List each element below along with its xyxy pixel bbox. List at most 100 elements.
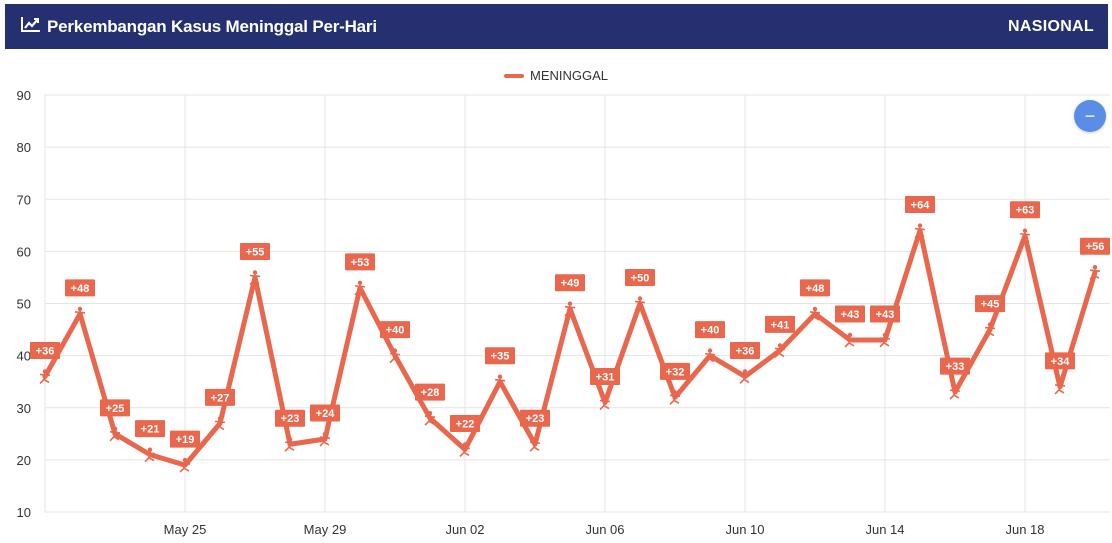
marker-body [144,451,156,463]
data-label-box [240,242,270,260]
data-label: +63 [1010,201,1040,219]
data-label-text: +28 [421,387,440,399]
data-label-box [100,399,130,417]
marker-head [847,332,853,338]
marker-head [392,348,398,353]
data-label-text: +36 [36,345,55,357]
data-label-text: +48 [71,283,90,295]
data-label-box [310,404,340,422]
marker-body [564,305,576,317]
data-label-text: +45 [981,299,1000,311]
x-tick-label: May 29 [304,522,347,537]
data-point-marker [144,447,156,463]
data-label: +27 [205,388,235,406]
marker-body [984,326,996,338]
data-label: +33 [940,357,970,375]
marker-body [179,461,191,473]
data-point-marker [634,296,646,312]
data-point-marker [249,270,261,286]
data-label-box [975,295,1005,313]
marker-body [459,446,471,458]
marker-body [249,274,261,286]
marker-head [812,306,818,312]
x-tick-label: Jun 18 [1005,522,1044,537]
data-label-box [1080,237,1110,255]
data-label-text: +21 [141,424,160,436]
data-label: +21 [135,420,165,438]
marker-head [672,390,678,395]
data-point-marker [809,306,821,322]
data-labels: +36 +48 +25 +21 +19 +27 +55 +23 +24 +53 +40 +28 +22 +… [30,196,1110,448]
marker-head [322,431,328,437]
data-label-text: +31 [596,372,615,384]
data-label-text: +23 [526,413,545,425]
marker-body [109,430,121,442]
marker-head [777,343,783,348]
x-tick-label: Jun 06 [585,522,624,537]
data-label-text: +41 [771,319,790,331]
marker-body [494,378,506,390]
data-label-box [940,357,970,375]
data-label-box [520,409,550,427]
data-label: +48 [65,279,95,297]
data-label-box [345,253,375,271]
data-label: +31 [590,368,620,386]
zoom-out-button[interactable]: − [1074,100,1106,132]
data-point-marker [1019,228,1031,244]
data-label: +64 [905,196,935,214]
y-tick-label: 90 [17,88,31,103]
data-label-text: +64 [911,200,931,212]
data-label-text: +53 [351,257,370,269]
data-label-box [170,430,200,448]
chart-header: Perkembangan Kasus Meninggal Per-Hari NA… [5,4,1108,49]
marker-head [917,223,923,228]
marker-head [112,426,118,432]
data-label-text: +50 [631,273,650,285]
marker-head [147,447,153,452]
data-label-box [695,321,725,339]
data-label: +36 [30,341,60,359]
data-label-box [555,274,585,292]
data-label-box [800,279,830,297]
data-label: +40 [380,321,410,339]
data-label: +22 [450,414,480,432]
data-label-text: +19 [176,434,195,446]
legend-label: MENINGGAL [529,68,608,83]
series-line [42,228,1098,468]
data-label: +45 [975,295,1005,313]
data-label-text: +55 [246,246,265,258]
y-tick-label: 10 [17,505,31,520]
marker-head [1022,228,1028,233]
data-label-text: +43 [841,309,860,321]
marker-body [1054,383,1066,395]
data-label-box [625,269,655,286]
data-label: +36 [730,341,760,359]
marker-body [669,394,681,405]
data-label-text: +40 [701,325,720,337]
series-meninggal [42,228,1098,468]
data-label: +55 [240,242,270,260]
marker-body [879,336,891,348]
data-label: +40 [695,321,725,339]
data-point-marker [214,416,226,431]
marker-body [634,300,646,312]
marker-head [987,322,993,327]
marker-head [742,369,748,374]
data-label-text: +43 [876,309,895,321]
data-label-text: +22 [456,418,475,430]
x-tick-label: Jun 10 [725,522,764,537]
chart-legend[interactable]: MENINGGAL [0,68,1112,83]
data-label-text: +23 [281,413,300,425]
data-label-box [415,383,445,401]
data-label-box [205,388,235,406]
y-tick-label: 80 [17,140,31,155]
data-point-marker [39,369,51,385]
data-label-text: +24 [316,408,336,420]
title-group: Perkembangan Kasus Meninggal Per-Hari [21,16,377,37]
data-label-text: +49 [561,278,580,290]
axis-labels: 10 20 30 40 50 60 70 80 90 May 25 May 29 Jun 02 Jun … [17,88,1045,537]
data-label-text: +25 [106,403,125,415]
data-label-box [870,305,900,323]
data-label-box [1045,352,1075,370]
y-tick-label: 20 [17,453,31,468]
